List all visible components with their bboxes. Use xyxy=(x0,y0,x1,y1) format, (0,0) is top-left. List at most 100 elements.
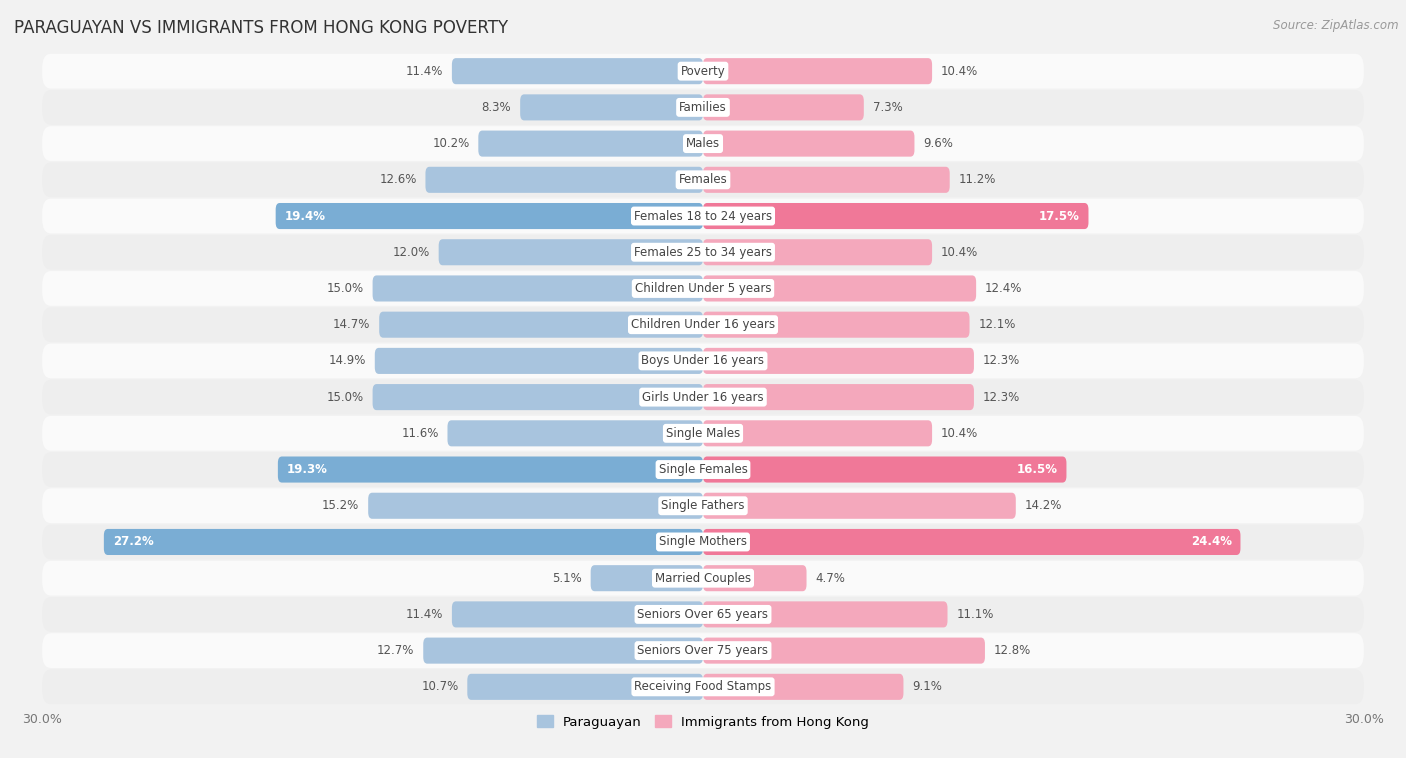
Text: Males: Males xyxy=(686,137,720,150)
Text: 11.2%: 11.2% xyxy=(959,174,995,186)
Text: Females 18 to 24 years: Females 18 to 24 years xyxy=(634,209,772,223)
Text: Children Under 5 years: Children Under 5 years xyxy=(634,282,772,295)
FancyBboxPatch shape xyxy=(42,54,1364,89)
FancyBboxPatch shape xyxy=(703,674,904,700)
FancyBboxPatch shape xyxy=(42,597,1364,631)
Text: Married Couples: Married Couples xyxy=(655,572,751,584)
Text: 12.8%: 12.8% xyxy=(994,644,1031,657)
Text: 11.4%: 11.4% xyxy=(406,64,443,77)
Text: 10.7%: 10.7% xyxy=(422,681,458,694)
Text: Seniors Over 65 years: Seniors Over 65 years xyxy=(637,608,769,621)
Text: 24.4%: 24.4% xyxy=(1191,535,1232,549)
FancyBboxPatch shape xyxy=(42,235,1364,270)
Text: 11.1%: 11.1% xyxy=(956,608,994,621)
Text: Seniors Over 75 years: Seniors Over 75 years xyxy=(637,644,769,657)
Text: 7.3%: 7.3% xyxy=(873,101,903,114)
FancyBboxPatch shape xyxy=(703,130,914,157)
Text: 12.6%: 12.6% xyxy=(380,174,416,186)
FancyBboxPatch shape xyxy=(42,416,1364,451)
FancyBboxPatch shape xyxy=(703,601,948,628)
FancyBboxPatch shape xyxy=(42,380,1364,415)
FancyBboxPatch shape xyxy=(42,271,1364,305)
FancyBboxPatch shape xyxy=(42,633,1364,668)
FancyBboxPatch shape xyxy=(451,58,703,84)
Text: Females 25 to 34 years: Females 25 to 34 years xyxy=(634,246,772,258)
FancyBboxPatch shape xyxy=(42,90,1364,125)
FancyBboxPatch shape xyxy=(703,348,974,374)
FancyBboxPatch shape xyxy=(703,529,1240,555)
FancyBboxPatch shape xyxy=(703,167,949,193)
Text: 14.2%: 14.2% xyxy=(1025,500,1062,512)
Text: 19.3%: 19.3% xyxy=(287,463,328,476)
Text: Children Under 16 years: Children Under 16 years xyxy=(631,318,775,331)
FancyBboxPatch shape xyxy=(703,312,970,338)
Text: 15.2%: 15.2% xyxy=(322,500,360,512)
FancyBboxPatch shape xyxy=(703,456,1066,483)
FancyBboxPatch shape xyxy=(520,94,703,121)
FancyBboxPatch shape xyxy=(703,203,1088,229)
Text: 11.4%: 11.4% xyxy=(406,608,443,621)
Text: 9.1%: 9.1% xyxy=(912,681,942,694)
Text: 12.3%: 12.3% xyxy=(983,355,1019,368)
Text: Single Females: Single Females xyxy=(658,463,748,476)
FancyBboxPatch shape xyxy=(380,312,703,338)
FancyBboxPatch shape xyxy=(104,529,703,555)
FancyBboxPatch shape xyxy=(447,420,703,446)
Text: Females: Females xyxy=(679,174,727,186)
Text: 12.1%: 12.1% xyxy=(979,318,1015,331)
Text: 14.9%: 14.9% xyxy=(329,355,366,368)
FancyBboxPatch shape xyxy=(703,565,807,591)
FancyBboxPatch shape xyxy=(703,420,932,446)
FancyBboxPatch shape xyxy=(703,58,932,84)
FancyBboxPatch shape xyxy=(703,637,986,664)
FancyBboxPatch shape xyxy=(373,275,703,302)
FancyBboxPatch shape xyxy=(42,343,1364,378)
Text: 12.4%: 12.4% xyxy=(986,282,1022,295)
FancyBboxPatch shape xyxy=(478,130,703,157)
Text: 10.4%: 10.4% xyxy=(941,246,979,258)
Text: Boys Under 16 years: Boys Under 16 years xyxy=(641,355,765,368)
Text: 16.5%: 16.5% xyxy=(1017,463,1057,476)
FancyBboxPatch shape xyxy=(42,127,1364,161)
FancyBboxPatch shape xyxy=(42,488,1364,523)
Text: 14.7%: 14.7% xyxy=(333,318,370,331)
Text: 8.3%: 8.3% xyxy=(482,101,512,114)
FancyBboxPatch shape xyxy=(42,307,1364,342)
FancyBboxPatch shape xyxy=(591,565,703,591)
FancyBboxPatch shape xyxy=(278,456,703,483)
Text: Receiving Food Stamps: Receiving Food Stamps xyxy=(634,681,772,694)
Text: 12.7%: 12.7% xyxy=(377,644,415,657)
FancyBboxPatch shape xyxy=(42,561,1364,596)
Text: 10.4%: 10.4% xyxy=(941,427,979,440)
FancyBboxPatch shape xyxy=(703,275,976,302)
FancyBboxPatch shape xyxy=(703,240,932,265)
FancyBboxPatch shape xyxy=(276,203,703,229)
Text: 11.6%: 11.6% xyxy=(401,427,439,440)
FancyBboxPatch shape xyxy=(42,669,1364,704)
Text: 12.3%: 12.3% xyxy=(983,390,1019,403)
Text: Families: Families xyxy=(679,101,727,114)
FancyBboxPatch shape xyxy=(703,94,863,121)
FancyBboxPatch shape xyxy=(703,493,1015,518)
FancyBboxPatch shape xyxy=(439,240,703,265)
FancyBboxPatch shape xyxy=(451,601,703,628)
Text: 5.1%: 5.1% xyxy=(553,572,582,584)
Text: Single Mothers: Single Mothers xyxy=(659,535,747,549)
FancyBboxPatch shape xyxy=(423,637,703,664)
Text: 9.6%: 9.6% xyxy=(924,137,953,150)
FancyBboxPatch shape xyxy=(42,453,1364,487)
FancyBboxPatch shape xyxy=(42,525,1364,559)
FancyBboxPatch shape xyxy=(42,199,1364,233)
Text: 10.2%: 10.2% xyxy=(432,137,470,150)
Legend: Paraguayan, Immigrants from Hong Kong: Paraguayan, Immigrants from Hong Kong xyxy=(531,710,875,735)
Text: Poverty: Poverty xyxy=(681,64,725,77)
Text: 27.2%: 27.2% xyxy=(112,535,153,549)
Text: PARAGUAYAN VS IMMIGRANTS FROM HONG KONG POVERTY: PARAGUAYAN VS IMMIGRANTS FROM HONG KONG … xyxy=(14,19,508,37)
Text: 4.7%: 4.7% xyxy=(815,572,845,584)
Text: 15.0%: 15.0% xyxy=(326,390,364,403)
FancyBboxPatch shape xyxy=(373,384,703,410)
Text: 19.4%: 19.4% xyxy=(284,209,325,223)
FancyBboxPatch shape xyxy=(368,493,703,518)
FancyBboxPatch shape xyxy=(426,167,703,193)
FancyBboxPatch shape xyxy=(42,162,1364,197)
